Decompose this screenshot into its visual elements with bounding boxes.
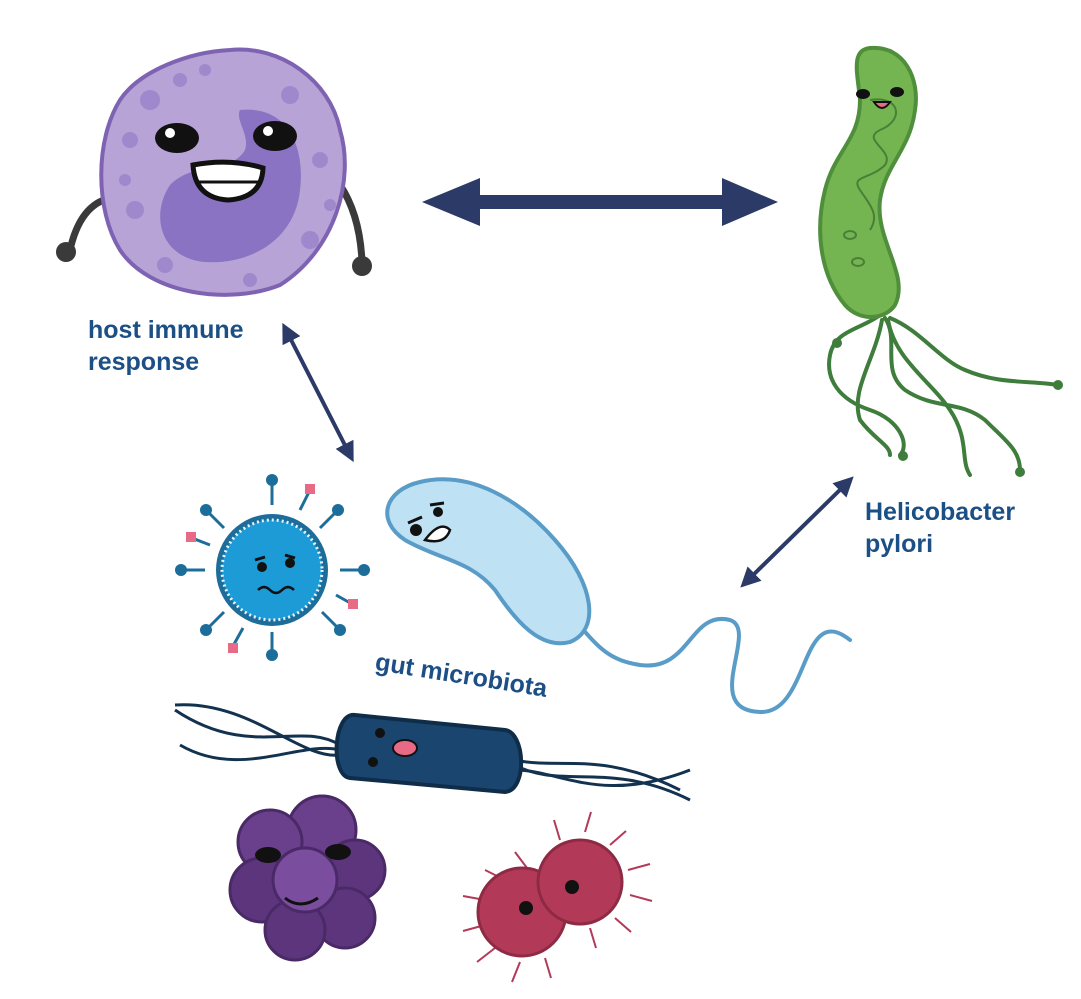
helicobacter-pylori-line-2: pylori [865,530,934,558]
purple-coccus-cluster-icon [228,794,387,962]
arrow-hpylori-microbiota [740,476,854,588]
helicobacter-pylori-icon [818,45,1063,477]
dark-bacillus-icon [174,703,691,802]
arrow-immune-microbiota [282,322,354,463]
helicobacter-pylori-line-1: Helicobacter [865,498,1016,526]
host-immune-response-line-2: response [88,348,200,376]
helicobacter-pylori-label: Helicobacter pylori [865,496,1065,560]
immune-cell-icon [56,47,372,297]
host-immune-response-label: host immune response [88,314,288,378]
host-immune-response-line-1: host immune [88,316,244,344]
virus-icon [175,474,370,661]
light-blue-bacterium-icon [385,477,852,715]
arrow-immune-hpylori [422,178,778,226]
red-diplococcus-icon [462,811,653,983]
